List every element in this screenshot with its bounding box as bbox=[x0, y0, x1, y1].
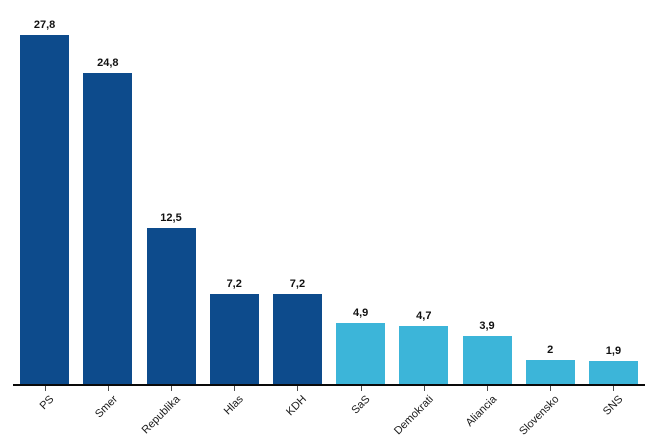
bar-value-label: 27,8 bbox=[33, 19, 56, 31]
category-label: Republika bbox=[139, 393, 183, 437]
axis-tick bbox=[423, 386, 425, 391]
plot-area: 27,8 PS 24,8 Smer 12,5 Republika 7,2 Hla… bbox=[13, 0, 645, 438]
bar-value-label: 12,5 bbox=[160, 211, 182, 224]
bar-value-label: 24,8 bbox=[97, 56, 119, 69]
bar bbox=[272, 294, 322, 385]
axis-tick bbox=[613, 386, 615, 391]
axis-tick bbox=[171, 386, 172, 391]
bar bbox=[399, 325, 449, 385]
axis-tick bbox=[550, 386, 552, 391]
category-label: Smer bbox=[92, 393, 120, 421]
bar bbox=[20, 35, 70, 385]
bar bbox=[336, 323, 386, 385]
bar-group: 4,7 Demokrati bbox=[392, 0, 455, 437]
category-label: PS bbox=[37, 393, 57, 413]
bar-value-label: 4,9 bbox=[352, 307, 369, 320]
category-label: KDH bbox=[284, 393, 310, 419]
bar bbox=[209, 294, 259, 385]
category-label: Slovensko bbox=[517, 393, 563, 438]
axis-tick bbox=[44, 386, 46, 391]
bar-group: 24,8 Smer bbox=[76, 0, 139, 420]
category-label: SNS bbox=[600, 393, 626, 418]
bar-group: 12,5 Republika bbox=[139, 0, 202, 436]
bar-group: 7,2 Hlas bbox=[203, 0, 266, 417]
bar-group: 4,9 SaS bbox=[329, 0, 392, 416]
bar-group: 7,2 KDH bbox=[266, 0, 329, 418]
bar-value-label: 7,2 bbox=[289, 278, 306, 291]
category-label: Aliancia bbox=[463, 393, 499, 430]
axis-tick bbox=[234, 386, 236, 391]
axis-tick bbox=[107, 386, 109, 391]
bar bbox=[588, 361, 638, 385]
bar-group: 2 Slovensko bbox=[518, 0, 582, 438]
bar-group: 1,9 SNS bbox=[582, 0, 645, 418]
category-label: SaS bbox=[349, 393, 373, 417]
bar-slots: 27,8 PS 24,8 Smer 12,5 Republika 7,2 Hla… bbox=[13, 0, 645, 438]
bar bbox=[525, 359, 575, 385]
bar-group: 27,8 PS bbox=[13, 0, 76, 412]
bar-value-label: 1,9 bbox=[605, 345, 622, 358]
category-label: Demokrati bbox=[391, 393, 436, 438]
x-axis-line bbox=[13, 384, 645, 386]
bar-value-label: 3,9 bbox=[479, 319, 495, 332]
axis-tick bbox=[360, 386, 362, 391]
axis-tick bbox=[297, 386, 299, 391]
bar bbox=[83, 72, 133, 385]
bar-value-label: 4,7 bbox=[416, 309, 432, 322]
category-label: Hlas bbox=[221, 393, 246, 418]
bar-value-label: 7,2 bbox=[226, 278, 242, 291]
bar-group: 3,9 Aliancia bbox=[455, 0, 518, 429]
bar bbox=[146, 227, 196, 385]
axis-tick bbox=[487, 386, 489, 391]
bar bbox=[462, 335, 512, 385]
bar-value-label: 2 bbox=[547, 343, 554, 356]
